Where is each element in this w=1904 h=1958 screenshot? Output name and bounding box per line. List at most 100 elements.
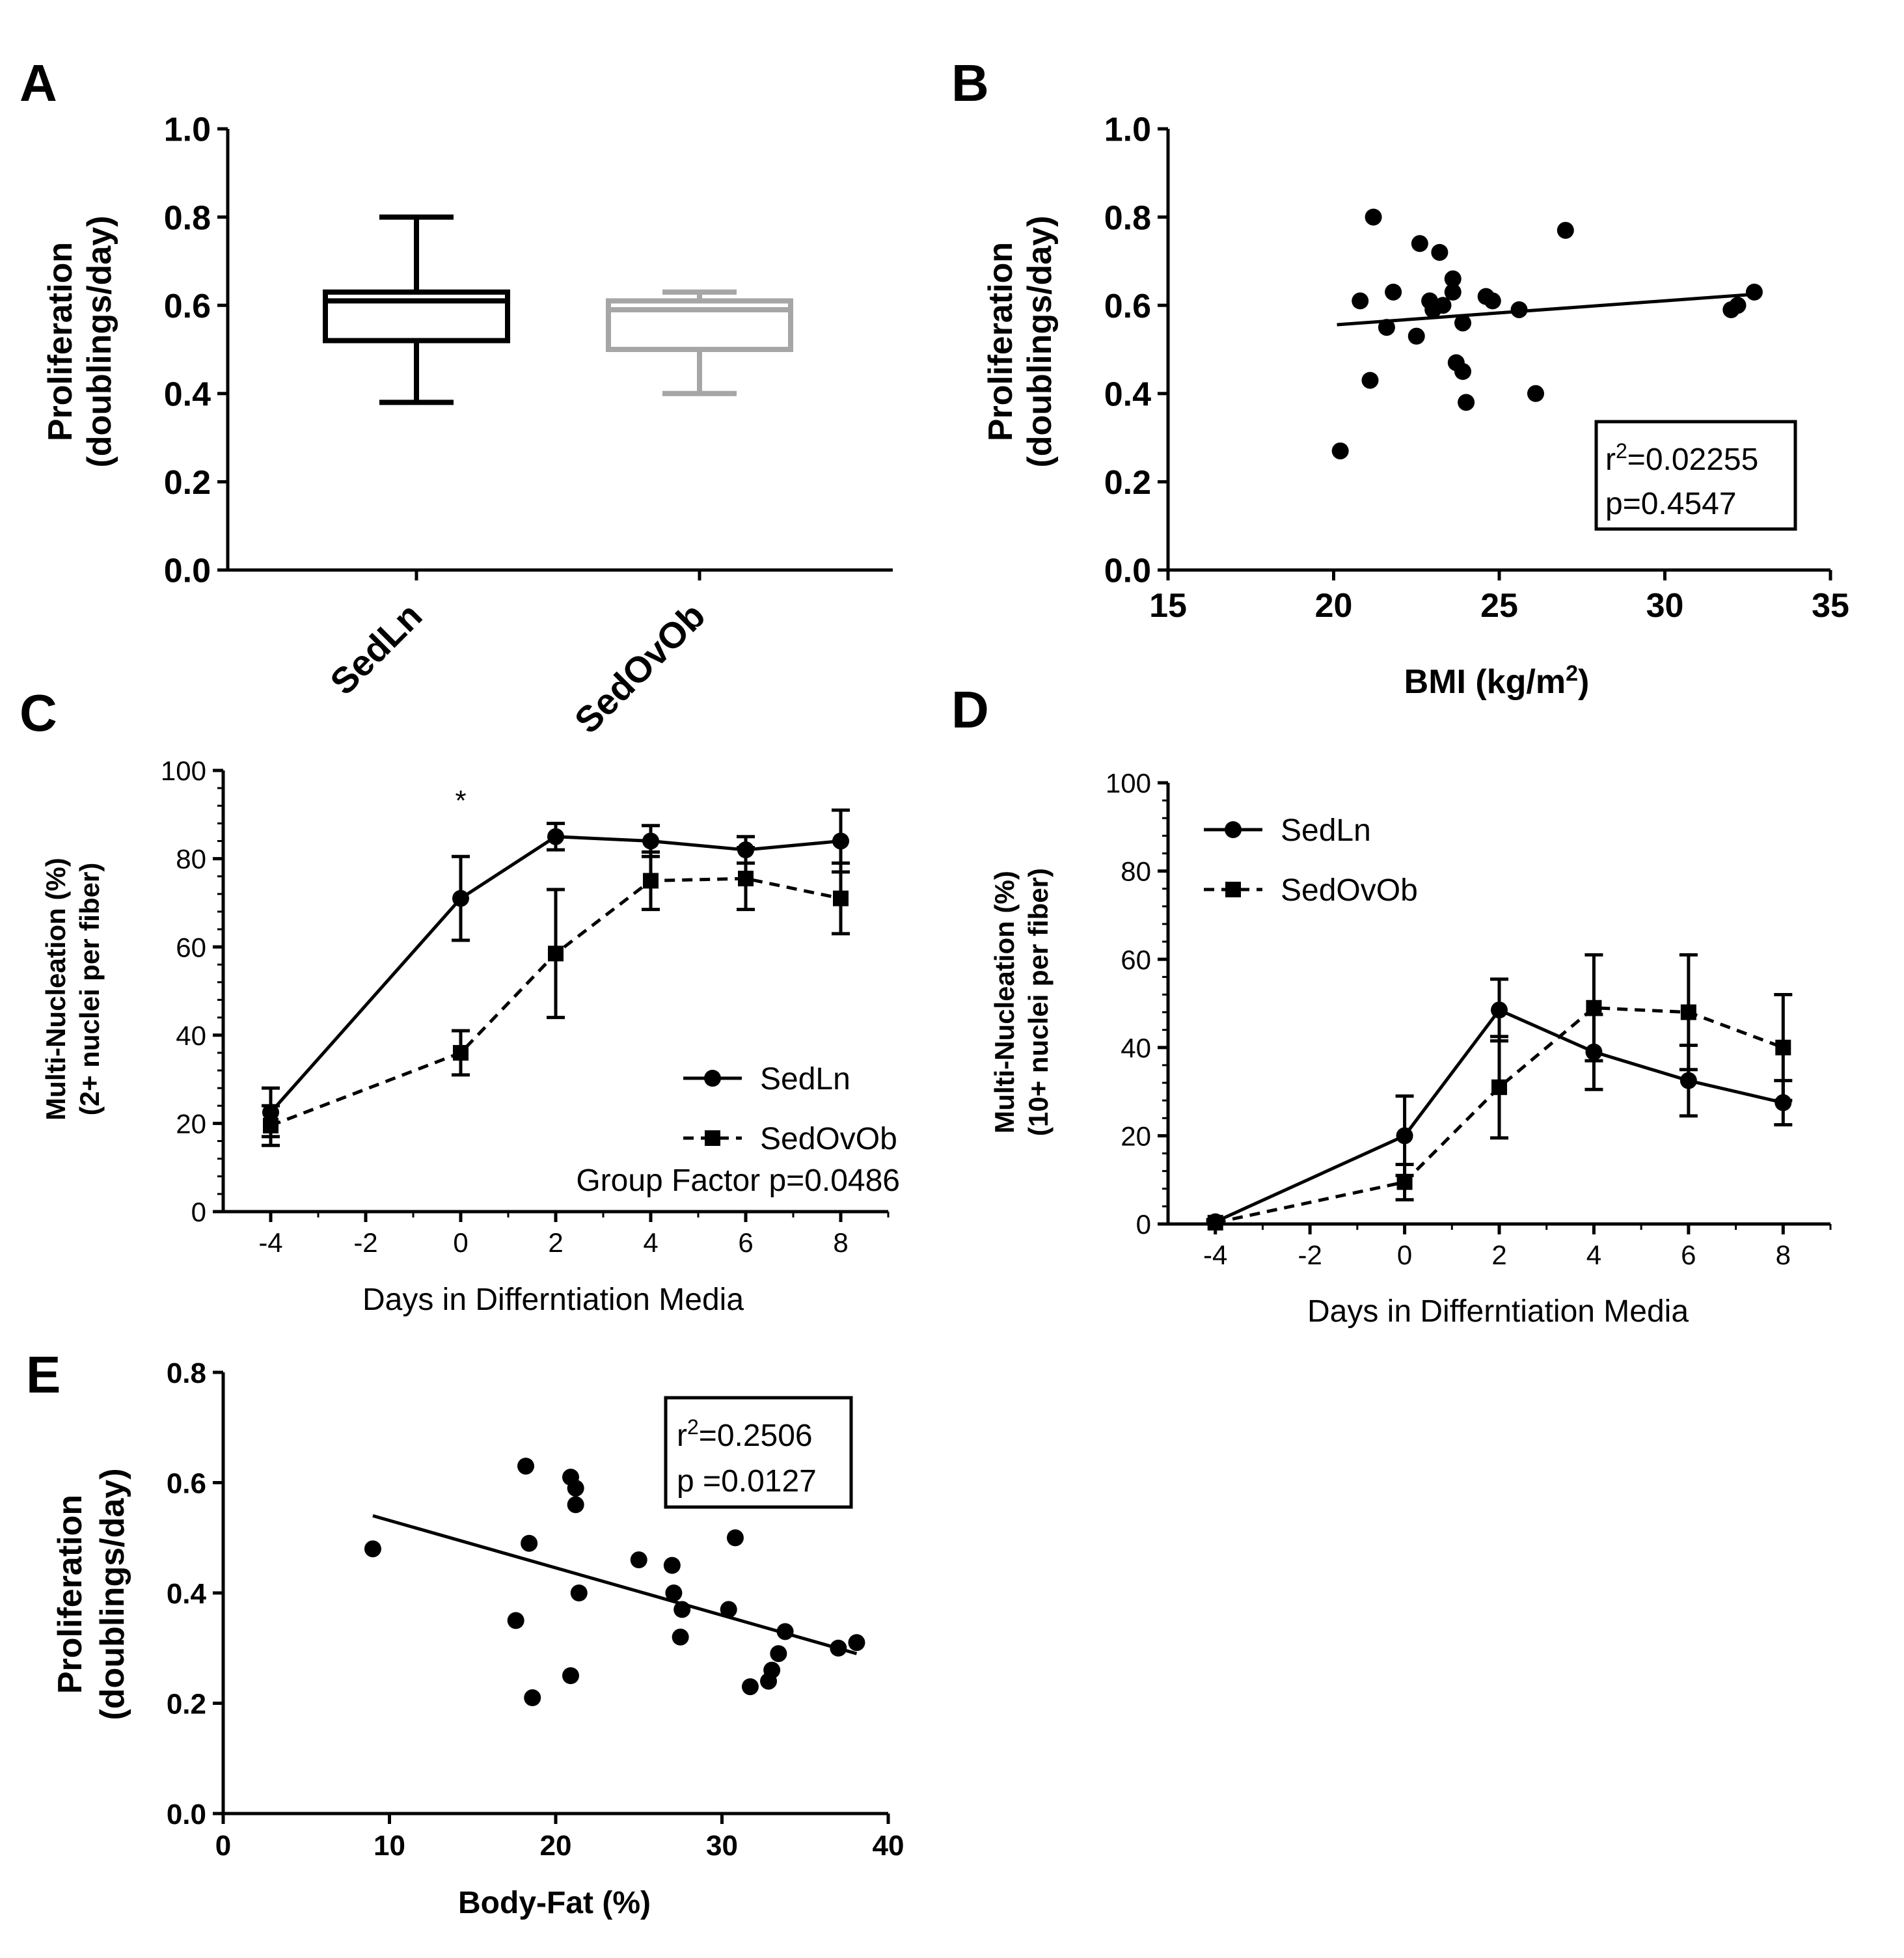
panel-d-x-tick-label: -2: [1298, 1240, 1322, 1270]
panel-c-xlabel: Days in Differntiation Media: [362, 1283, 744, 1317]
panel-b-y-tick-label: 0.6: [1104, 288, 1151, 325]
panel-e-x-tick-label: 20: [540, 1830, 572, 1862]
panel-c-line-chart: Multi-Nucleation (%) (2+ nuclei per fibe…: [40, 755, 900, 1317]
panel-a-y-tick-label: 0.4: [164, 376, 211, 414]
panel-e-fit-line: [372, 1514, 858, 1655]
panel-d-line-chart: Multi-Nucleation (%) (10+ nuclei per fib…: [989, 768, 1832, 1329]
panel-d-ylabel-line2: (10+ nuclei per fiber): [1023, 868, 1054, 1136]
panel-c-x-tick-label: 2: [548, 1227, 563, 1258]
panel-c-series-line-sedln: [269, 835, 841, 1114]
panel-d-x-tick-label: 6: [1681, 1240, 1696, 1270]
panel-d-y-tick-label: 60: [1121, 944, 1151, 975]
panel-e-x-tick-label: 30: [706, 1830, 738, 1862]
panel-c-marker-sedovob: [548, 945, 564, 962]
panel-d-marker-sedovob: [1207, 1214, 1223, 1231]
panel-e-data-point: [507, 1612, 524, 1629]
panel-d-y-tick-label: 100: [1106, 768, 1151, 798]
panel-c-x-tick-label: 8: [833, 1227, 848, 1258]
panel-c-x-tick-label: 0: [453, 1227, 468, 1258]
panel-a-y-tick-label: 1.0: [164, 111, 211, 149]
panel-d-marker-sedln: [1491, 1001, 1508, 1019]
panel-b-data-point: [1510, 301, 1528, 318]
panel-e-data-point: [663, 1557, 681, 1574]
panel-d-marker-sedovob: [1680, 1004, 1696, 1020]
panel-e-data-point: [665, 1584, 683, 1601]
panel-d-legend-label: SedLn: [1281, 813, 1371, 848]
panel-e-p-text: p =0.0127: [677, 1464, 817, 1499]
panel-c-marker-sedovob: [453, 1044, 469, 1061]
panel-d-y-tick-label: 20: [1121, 1121, 1151, 1152]
panel-label-b: B: [951, 54, 989, 112]
panel-d-y-tick-label: 40: [1121, 1033, 1151, 1063]
panel-c-y-tick-label: 80: [176, 844, 206, 875]
panel-e-ylabel-line1: Proliferation: [51, 1495, 89, 1694]
panel-b-data-point: [1434, 297, 1452, 314]
panel-c-legend-marker: [705, 1130, 720, 1146]
panel-e-x-tick-label: 40: [873, 1830, 904, 1862]
panel-c-legend-label: SedOvOb: [760, 1122, 897, 1156]
panel-d-marker-sedovob: [1491, 1079, 1507, 1095]
panel-e-data-point: [741, 1678, 759, 1696]
panel-b-data-point: [1385, 283, 1402, 301]
panel-a-category-label: SedLn: [322, 595, 430, 703]
panel-c-legend-label: SedLn: [760, 1062, 850, 1096]
panel-b-x-tick-label: 35: [1812, 587, 1849, 625]
panel-b-data-point: [1444, 270, 1462, 288]
panel-d-y-tick-label: 80: [1121, 856, 1151, 887]
panel-e-data-point: [567, 1479, 584, 1497]
panel-d-marker-sedln: [1680, 1072, 1697, 1089]
panel-a-y-tick-label: 0.2: [164, 464, 211, 502]
panel-c-group-factor: Group Factor p=0.0486: [576, 1163, 900, 1198]
panel-c-y-tick-label: 40: [176, 1020, 206, 1051]
panel-a-category-label: SedOvOb: [567, 595, 713, 741]
panel-b-y-tick-label: 0.2: [1104, 464, 1151, 502]
panel-e-y-tick-label: 0.8: [167, 1357, 206, 1389]
panel-b-data-point: [1557, 221, 1574, 239]
panel-e-x-tick-label: 0: [215, 1830, 231, 1862]
panel-b-data-point: [1365, 208, 1382, 226]
panel-b-data-point: [1458, 394, 1475, 411]
panel-b-stats-box: [1594, 420, 1797, 531]
panel-c-legend-marker: [704, 1070, 721, 1087]
panel-b-data-point: [1431, 243, 1448, 261]
panel-e-xlabel: Body-Fat (%): [458, 1886, 651, 1920]
panel-e-data-point: [720, 1601, 737, 1618]
panel-e-data-point: [770, 1645, 787, 1663]
panel-d-y-tick-label: 0: [1136, 1209, 1151, 1240]
panel-b-data-point: [1527, 385, 1544, 402]
panel-e-data-point: [524, 1689, 541, 1707]
panel-b-data-point: [1484, 292, 1501, 310]
panel-d-marker-sedln: [1775, 1094, 1792, 1111]
panel-e-data-point: [848, 1634, 865, 1652]
panel-b-data-point: [1352, 292, 1369, 310]
panel-a-box-plot: Proliferation (doublings/day) 0.0 0.2 0.4 0…: [42, 111, 893, 741]
panel-label-c: C: [20, 684, 57, 742]
panel-e-data-point: [562, 1667, 579, 1685]
panel-e-data-point: [567, 1496, 584, 1514]
panel-a-ylabel-line1: Proliferation: [42, 242, 79, 441]
panel-b-data-point: [1361, 372, 1379, 389]
panel-b-ylabel-line1: Proliferation: [982, 242, 1020, 441]
panel-b-scatter: Proliferation (doublings/day) BMI (kg/m2…: [982, 111, 1849, 701]
panel-e-data-point: [672, 1628, 689, 1646]
panel-c-marker-sedln: [642, 832, 659, 850]
panel-c-x-tick-label: 4: [643, 1227, 658, 1258]
panel-b-y-tick-label: 1.0: [1104, 111, 1151, 149]
panel-c-y-tick-label: 100: [161, 755, 206, 786]
panel-c-ylabel-line2: (2+ nuclei per fiber): [74, 863, 105, 1116]
panel-e-data-point: [521, 1534, 538, 1552]
panel-e-data-point: [763, 1661, 781, 1679]
panel-b-r2-text: r2=0.02255: [1605, 439, 1758, 477]
panel-b-data-point: [1378, 319, 1395, 336]
panel-e-data-point: [726, 1529, 744, 1547]
panel-b-x-tick-label: 25: [1480, 587, 1518, 625]
panel-c-marker-sedln: [547, 828, 564, 845]
panel-d-series-line-sedln: [1214, 1008, 1784, 1223]
panel-d-x-tick-label: 2: [1491, 1240, 1506, 1270]
panel-c-significance-star: *: [455, 785, 466, 817]
panel-a-y-tick-label: 0.0: [164, 552, 211, 590]
panel-c-y-tick-label: 0: [191, 1197, 206, 1227]
panel-a-y-tick-label: 0.8: [164, 199, 211, 237]
panel-d-legend-label: SedOvOb: [1281, 873, 1418, 908]
